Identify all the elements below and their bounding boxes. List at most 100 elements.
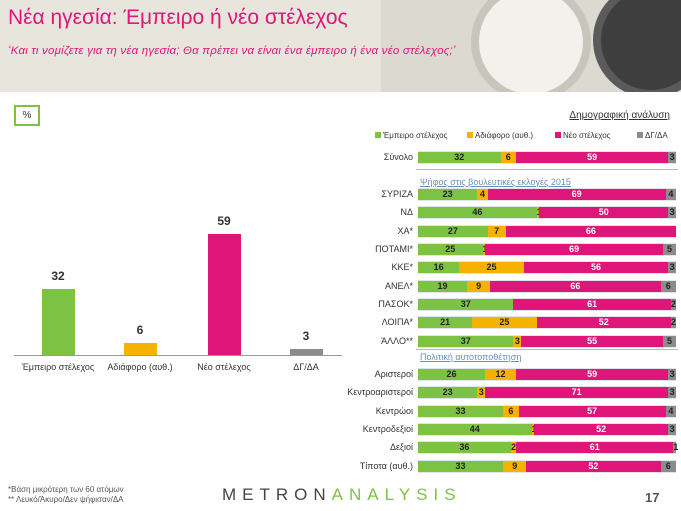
bar-segment: 21 (418, 317, 473, 329)
bar-segment: 37 (418, 335, 514, 347)
footnotes: *Βάση μικρότερη των 60 ατόμων ** Λευκό/Ά… (8, 485, 124, 505)
bar-segment: 69 (487, 189, 666, 200)
stacked-bar-row: 16 25 56 3 (418, 261, 676, 275)
bar-segment: 3 (513, 335, 522, 347)
stacked-bar-row: 32 6 59 3 (418, 151, 676, 164)
row-label: ΠΑΣΟΚ* (378, 299, 413, 310)
bar-segment: 33 (418, 405, 504, 417)
row-label: Κεντροαριστεροί (347, 387, 413, 398)
bar-segment: 1 (673, 442, 679, 454)
logo-part-2: ANALYSIS (331, 485, 462, 504)
legend-swatch (467, 132, 473, 138)
bar-segment: 66 (490, 280, 661, 292)
legend-item: Έμπειρο στέλεχος (375, 131, 448, 140)
bar-segment: 1 (482, 244, 488, 256)
bar-segment: 3 (668, 424, 676, 436)
bar-2 (123, 342, 157, 355)
bar-segment: 25 (418, 244, 483, 256)
legend-swatch (637, 132, 643, 138)
bar-segment: 26 (418, 369, 486, 380)
bar-category-label: Νέο στέλεχος (197, 362, 251, 372)
legend-item: Αδιάφορο (αυθ.) (467, 131, 533, 140)
legend-label: ΔΓ/ΔΑ (645, 131, 668, 140)
bar-segment: 12 (485, 369, 517, 380)
bar-segment: 23 (418, 189, 478, 200)
bar-segment: 16 (418, 262, 460, 274)
stacked-bar-row: 37 3 55 5 (418, 334, 676, 348)
bar-segment: 4 (665, 405, 676, 417)
row-label: ΝΔ (400, 207, 413, 218)
stacked-bar-row: 441523 (418, 423, 676, 437)
row-label: ΛΟΙΠΑ* (381, 317, 413, 328)
legend-swatch (375, 132, 381, 138)
legend-label: Νέο στέλεχος (563, 131, 611, 140)
demographics-title: Δημογραφική ανάλυση (569, 110, 670, 121)
bar-segment: 3 (477, 387, 486, 399)
bar-segment: 3 (668, 262, 676, 274)
stacked-bar-row: 23 4 69 4 (418, 188, 676, 201)
bar-segment: 52 (536, 317, 671, 329)
bar-segment: 4 (665, 189, 676, 200)
bar-segment: 32 (418, 152, 501, 163)
row-label: Δεξιοί (389, 442, 413, 453)
bar-value-label: 3 (302, 328, 310, 343)
bar-segment: 44 (418, 424, 532, 436)
row-label: ΠΟΤΑΜΙ* (375, 244, 413, 255)
bar-segment: 9 (503, 460, 527, 472)
bar-segment: 1 (531, 424, 537, 436)
row-label: Αριστεροί (374, 369, 413, 379)
bar-segment: 19 (418, 280, 468, 292)
bar-segment: 37 (418, 299, 514, 311)
bar-segment: 5 (663, 335, 676, 347)
row-label: ΆΛΛΟ** (381, 335, 413, 346)
bar-segment: 59 (516, 369, 669, 380)
section-separator (416, 349, 678, 350)
bar-segment: 2 (670, 317, 676, 329)
chart-legend: Έμπειρο στέλεχος Αδιάφορο (αυθ.) Νέο στέλε… (375, 131, 675, 143)
stacked-bar-row: 27 7 66 (418, 224, 676, 238)
stacked-bar-row: 37 61 2 (418, 298, 676, 312)
bar-segment: 33 (418, 460, 504, 472)
row-label: ΚΚΕ* (391, 262, 413, 273)
bar-segment: 23 (418, 387, 478, 399)
legend-label: Έμπειρο στέλεχος (383, 131, 448, 140)
page-number: 17 (645, 490, 660, 505)
bar-segment: 6 (503, 405, 519, 417)
bar-segment: 52 (534, 424, 669, 436)
bar-segment: 5 (663, 244, 676, 256)
section-heading: Πολιτική αυτοτοποθέτηση (420, 352, 522, 362)
bar-segment: 57 (518, 405, 666, 417)
bar-segment: 69 (485, 244, 664, 256)
legend-item: Νέο στέλεχος (555, 131, 611, 140)
bar-4 (289, 348, 323, 355)
stacked-bar-row: 461503 (418, 206, 676, 220)
legend-label: Αδιάφορο (αυθ.) (475, 131, 534, 140)
legend-item: ΔΓ/ΔΑ (637, 131, 668, 140)
bar-segment: 2 (510, 442, 517, 454)
row-label: Κεντρώοι (375, 405, 413, 416)
stacked-bar-row: 19 9 66 6 (418, 279, 676, 293)
stacked-bar-row: 33 9 52 6 (418, 459, 676, 473)
stacked-bar-row: 23 3 71 3 (418, 386, 676, 400)
bar-segment: 6 (660, 460, 676, 472)
bar-3 (207, 234, 241, 355)
stacked-bar-row: 251695 (418, 243, 676, 257)
row-label: ΑΝΕΛ* (384, 280, 413, 291)
row-label: ΧΑ* (397, 225, 413, 236)
section-heading: Ψήφος στις βουλευτικές εκλογές 2015 (420, 177, 571, 187)
bar-segment: 6 (500, 152, 517, 163)
legend-swatch (555, 132, 561, 138)
stacked-bar-row: 36 2 61 1 (418, 441, 679, 455)
bar-segment: 3 (668, 207, 676, 219)
page-title: Νέα ηγεσία: Έμπειρο ή νέο στέλεχος (8, 6, 348, 29)
row-label: Κεντροδεξιοί (362, 424, 413, 435)
bar-segment: 56 (523, 262, 669, 274)
row-label: Τίποτα (αυθ.) (359, 460, 413, 471)
bar-segment: 4 (477, 189, 488, 200)
bar-category-label: Έμπειρο στέλεχος (21, 362, 95, 372)
bar-segment: 1 (536, 207, 542, 219)
logo-part-1: METRON (222, 485, 332, 504)
bar-segment: 55 (521, 335, 664, 347)
header-banner: Νέα ηγεσία: Έμπειρο ή νέο στέλεχος ‘Και … (0, 0, 681, 92)
bar-segment: 25 (472, 317, 537, 329)
